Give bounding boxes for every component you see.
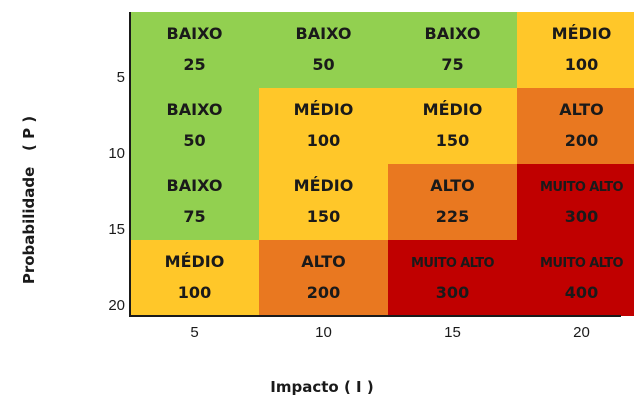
y-tick-label: 5 (117, 69, 125, 86)
matrix-cell (259, 240, 388, 316)
cell-level-label: MUITO ALTO (540, 180, 623, 195)
cell-value-label: 100 (178, 283, 211, 302)
cell-level-label: ALTO (430, 176, 474, 195)
matrix-cell (259, 12, 388, 88)
cell-level-label: BAIXO (296, 24, 352, 43)
matrix-cell (388, 240, 517, 316)
cell-value-label: 150 (307, 207, 340, 226)
cell-value-label: 25 (183, 55, 205, 74)
matrix-cell (259, 164, 388, 240)
cell-value-label: 300 (436, 283, 469, 302)
cell-value-label: 100 (307, 131, 340, 150)
matrix-cell (388, 12, 517, 88)
cell-level-label: MUITO ALTO (411, 256, 494, 271)
y-tick-label: 20 (108, 297, 125, 314)
matrix-cell (517, 88, 634, 164)
cell-value-label: 200 (307, 283, 340, 302)
matrix-cell (259, 88, 388, 164)
matrix-cell (517, 12, 634, 88)
matrix-cell (517, 164, 634, 240)
cell-level-label: MÉDIO (294, 100, 354, 119)
matrix-cell (388, 164, 517, 240)
cell-level-label: MUITO ALTO (540, 256, 623, 271)
cell-level-label: MÉDIO (165, 252, 225, 271)
cell-value-label: 300 (565, 207, 598, 226)
y-axis-title: Probabilidade ( P ) (20, 116, 38, 284)
cell-value-label: 150 (436, 131, 469, 150)
matrix-cell (130, 12, 259, 88)
cell-value-label: 200 (565, 131, 598, 150)
tick-group: 5 10 15 20 5 10 15 20 (108, 69, 590, 341)
cell-value-label: 225 (436, 207, 469, 226)
cell-level-label: BAIXO (167, 176, 223, 195)
cell-value-label: 400 (565, 283, 598, 302)
cell-value-label: 50 (183, 131, 205, 150)
cell-group: BAIXO 25 BAIXO 50 BAIXO 75 MÉDIO 100 BAIXO 50 MÉDI… (130, 12, 634, 316)
matrix-cell (130, 240, 259, 316)
cell-level-label: ALTO (559, 100, 603, 119)
cell-level-label: MÉDIO (552, 24, 612, 43)
matrix-cell (388, 88, 517, 164)
matrix-cell (130, 88, 259, 164)
cell-value-label: 75 (441, 55, 463, 74)
y-tick-label: 10 (108, 145, 125, 162)
x-tick-label: 20 (573, 324, 590, 341)
cell-level-label: MÉDIO (294, 176, 354, 195)
matrix-cell (517, 240, 634, 316)
matrix-cell (130, 164, 259, 240)
y-tick-label: 15 (108, 221, 125, 238)
cell-value-label: 100 (565, 55, 598, 74)
cell-level-label: ALTO (301, 252, 345, 271)
x-axis-title: Impacto ( I ) (270, 378, 373, 396)
cell-value-label: 50 (312, 55, 334, 74)
cell-value-label: 75 (183, 207, 205, 226)
cell-level-label: BAIXO (167, 100, 223, 119)
x-tick-label: 10 (315, 324, 332, 341)
x-tick-label: 5 (190, 324, 198, 341)
cell-level-label: BAIXO (167, 24, 223, 43)
cell-level-label: MÉDIO (423, 100, 483, 119)
x-tick-label: 15 (444, 324, 461, 341)
cell-level-label: BAIXO (425, 24, 481, 43)
